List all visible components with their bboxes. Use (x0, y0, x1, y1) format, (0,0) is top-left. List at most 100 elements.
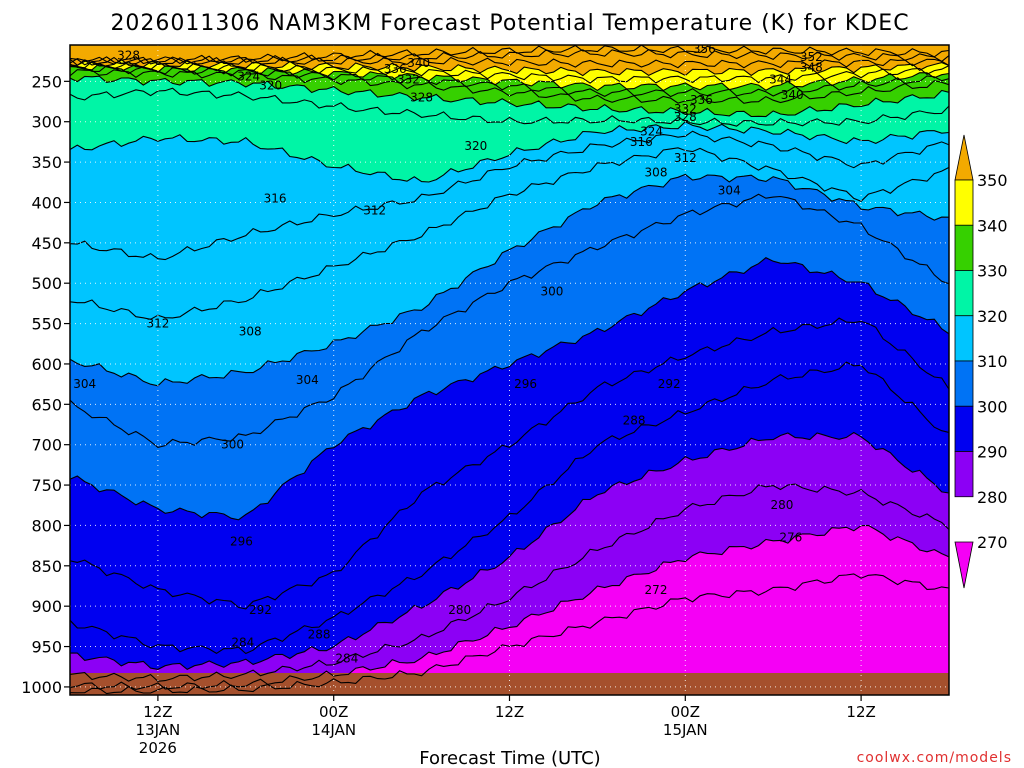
y-tick-label-550: 550 (31, 315, 62, 334)
contour-label-324: 324 (640, 124, 663, 138)
contour-label-348: 348 (800, 61, 823, 75)
isentrope-320 (70, 87, 949, 127)
isentrope-272 (70, 573, 949, 695)
contour-label-340: 340 (781, 88, 804, 102)
colorbar-swatch-275 (954, 541, 974, 589)
y-tick-label-600: 600 (31, 355, 62, 374)
chart-title: 2026011306 NAM3KM Forecast Potential Tem… (110, 11, 909, 36)
contour-label-336: 336 (690, 93, 713, 107)
x-tick-label-30-0: 12Z (495, 703, 524, 721)
contour-label-296: 296 (230, 535, 253, 549)
colorbar-swatch-295 (954, 405, 974, 452)
contour-label-312: 312 (674, 151, 697, 165)
contour-label-316: 316 (630, 135, 653, 149)
isentrope-276 (70, 524, 949, 690)
y-tick-label-850: 850 (31, 557, 62, 576)
contour-label-292: 292 (658, 377, 681, 391)
isentrope-312 (70, 130, 949, 261)
y-tick-label-450: 450 (31, 234, 62, 253)
grid-lines (70, 45, 949, 695)
contour-label-320: 320 (259, 78, 282, 92)
x-tick-label-42-0: 00Z (671, 703, 700, 721)
x-tick-label-18-0: 00Z (319, 703, 348, 721)
y-tick-label-900: 900 (31, 597, 62, 616)
contour-label-340: 340 (407, 56, 430, 70)
y-tick-label-250: 250 (31, 72, 62, 91)
ground-fill (70, 673, 949, 695)
isentrope-308 (70, 147, 949, 320)
contour-label-344: 344 (769, 73, 792, 87)
contour-label-288: 288 (308, 627, 331, 641)
contour-label-284: 284 (335, 652, 358, 666)
x-axis-label: Forecast Time (UTC) (419, 748, 600, 768)
colorbar-label-330: 330 (977, 262, 1008, 281)
colorbar-label-310: 310 (977, 352, 1008, 371)
contour-label-352: 352 (800, 50, 823, 64)
y-tick-label-350: 350 (31, 153, 62, 172)
contour-label-308: 308 (645, 166, 668, 180)
contour-label-328: 328 (410, 90, 433, 104)
contour-label-336: 336 (384, 62, 407, 76)
y-tick-label-950: 950 (31, 638, 62, 657)
contour-label-356: 356 (693, 42, 716, 56)
isentrope-284 (70, 431, 949, 671)
contour-label-308: 308 (239, 325, 262, 339)
contour-label-320: 320 (464, 139, 487, 153)
colorbar-label-320: 320 (977, 307, 1008, 326)
contour-label-288: 288 (623, 413, 646, 427)
contour-label-284: 284 (231, 636, 254, 650)
colorbar-swatch-305 (954, 360, 974, 407)
x-tick-label-54-0: 12Z (846, 703, 875, 721)
y-tick-label-750: 750 (31, 476, 62, 495)
y-tick-label-500: 500 (31, 274, 62, 293)
band-below-272 (70, 573, 949, 695)
colorbar: 350 340 330 320 310 300 290 280 270 (954, 134, 1008, 589)
contour-label-280: 280 (771, 498, 794, 512)
contour-label-312: 312 (146, 317, 169, 331)
contour-label-304: 304 (296, 373, 319, 387)
colorbar-swatch-345 (954, 179, 974, 226)
isentrope-340 (70, 60, 949, 84)
contour-label-312: 312 (363, 204, 386, 218)
colorbar-label-340: 340 (977, 216, 1008, 235)
contour-label-280: 280 (448, 603, 471, 617)
colorbar-swatch-355 (954, 134, 974, 181)
x-tick-label-42-1: 15JAN (663, 721, 708, 739)
contour-label-316: 316 (264, 191, 287, 205)
y-tick-label-800: 800 (31, 516, 62, 535)
x-tick-label-6-2: 2026 (139, 739, 177, 757)
y-tick-label-700: 700 (31, 436, 62, 455)
filled-contours (70, 45, 949, 695)
contour-label-332: 332 (397, 73, 420, 87)
y-tick-label-300: 300 (31, 113, 62, 132)
contour-label-292: 292 (249, 603, 272, 617)
colorbar-label-350: 350 (977, 171, 1008, 190)
isentrope-352 (70, 49, 949, 66)
x-tick-label-18-1: 14JAN (311, 721, 356, 739)
plot-area: 3563523483443403403363363323323283283283… (70, 42, 949, 695)
isentrope-296 (70, 257, 949, 521)
isentrope-324 (70, 75, 949, 118)
isentrope-304 (70, 173, 949, 387)
contour-label-328: 328 (117, 48, 140, 62)
colorbar-label-280: 280 (977, 488, 1008, 507)
contour-labels: 3563523483443403403363363323323283283283… (73, 42, 823, 666)
colorbar-label-300: 300 (977, 397, 1008, 416)
contour-label-304: 304 (73, 377, 96, 391)
colorbar-swatch-285 (954, 451, 974, 498)
contour-label-300: 300 (221, 438, 244, 452)
contour-label-324: 324 (237, 69, 260, 83)
isentrope-288 (70, 361, 949, 655)
x-tick-label-6-1: 13JAN (136, 721, 181, 739)
colorbar-swatch-315 (954, 315, 974, 362)
x-tick-label-6-0: 12Z (143, 703, 172, 721)
colorbar-swatch-335 (954, 224, 974, 271)
contour-label-332: 332 (674, 102, 697, 116)
contour-label-296: 296 (514, 377, 537, 391)
isentrope-lines (70, 45, 949, 695)
y-tick-label-400: 400 (31, 193, 62, 212)
contour-label-304: 304 (718, 183, 741, 197)
y-axis: 250 300 350 400 450 500 550 600 650 700 750 800 850 9… (21, 72, 70, 697)
